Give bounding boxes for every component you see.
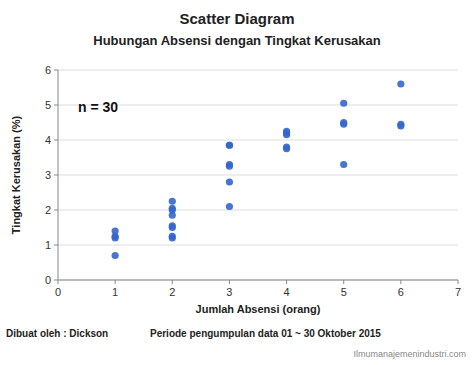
annotation: n = 30	[78, 99, 118, 115]
x-tick-label: 0	[55, 286, 61, 298]
point	[169, 198, 176, 205]
y-tick	[54, 105, 58, 106]
grid-line	[58, 175, 458, 176]
grid-line	[58, 245, 458, 246]
grid-line	[58, 140, 458, 141]
x-tick	[458, 280, 459, 284]
footer-period: Periode pengumpulan data 01 ~ 30 Oktober…	[150, 328, 381, 339]
y-tick-label: 6	[45, 64, 51, 76]
y-tick-label: 0	[45, 274, 51, 286]
point	[340, 100, 347, 107]
point	[283, 128, 290, 135]
x-tick	[115, 280, 116, 284]
point	[112, 227, 119, 234]
grid-line	[58, 280, 458, 281]
point	[226, 203, 233, 210]
y-tick	[54, 245, 58, 246]
subtitle: Hubungan Absensi dengan Tingkat Kerusaka…	[93, 33, 381, 48]
points	[112, 80, 405, 259]
point	[283, 143, 290, 150]
x-tick	[229, 280, 230, 284]
grid-line	[58, 70, 458, 71]
y-tick	[54, 140, 58, 141]
y-tick-label: 2	[45, 204, 51, 216]
grid	[58, 70, 458, 280]
x-tick	[172, 280, 173, 284]
x-tick-label: 6	[398, 286, 404, 298]
point	[226, 178, 233, 185]
point	[226, 142, 233, 149]
y-tick-label: 5	[45, 99, 51, 111]
x-tick-label: 2	[169, 286, 175, 298]
point	[226, 161, 233, 168]
y-tick	[54, 70, 58, 71]
y-tick	[54, 210, 58, 211]
x-tick	[286, 280, 287, 284]
x-tick	[58, 280, 59, 284]
point	[169, 205, 176, 212]
y-tick	[54, 280, 58, 281]
x-axis-line	[58, 280, 458, 281]
x-axis-ticks: 0 1 2 3 4 5 6 7	[55, 280, 461, 298]
y-tick	[54, 175, 58, 176]
point	[397, 80, 404, 87]
footer-website: Ilmumanajemenindustri.com	[353, 349, 466, 359]
x-tick-label: 3	[226, 286, 232, 298]
point	[169, 222, 176, 229]
point	[226, 142, 233, 149]
x-tick	[400, 280, 401, 284]
point	[112, 252, 119, 259]
title: Scatter Diagram	[179, 10, 294, 27]
y-tick-label: 1	[45, 239, 51, 251]
point	[340, 119, 347, 126]
point	[169, 233, 176, 240]
point	[340, 161, 347, 168]
y-tick-label: 4	[45, 134, 51, 146]
x-tick-label: 4	[284, 286, 290, 298]
x-tick-label: 5	[341, 286, 347, 298]
x-tick-label: 1	[112, 286, 118, 298]
x-axis-label: Jumlah Absensi (orang)	[196, 303, 321, 315]
y-axis-label: Tingkat Kerusakan (%)	[10, 115, 22, 234]
chart-container: Scatter Diagram Hubungan Absensi dengan T…	[0, 0, 474, 365]
grid-line	[58, 210, 458, 211]
chart: Scatter Diagram Hubungan Absensi dengan T…	[0, 0, 474, 365]
y-tick-label: 3	[45, 169, 51, 181]
footer-author: Dibuat oleh : Dickson	[6, 328, 108, 339]
x-tick-label: 7	[455, 286, 461, 298]
point	[397, 121, 404, 128]
x-tick	[343, 280, 344, 284]
y-axis-ticks: 0 1 2 3 4 5 6	[45, 64, 58, 286]
